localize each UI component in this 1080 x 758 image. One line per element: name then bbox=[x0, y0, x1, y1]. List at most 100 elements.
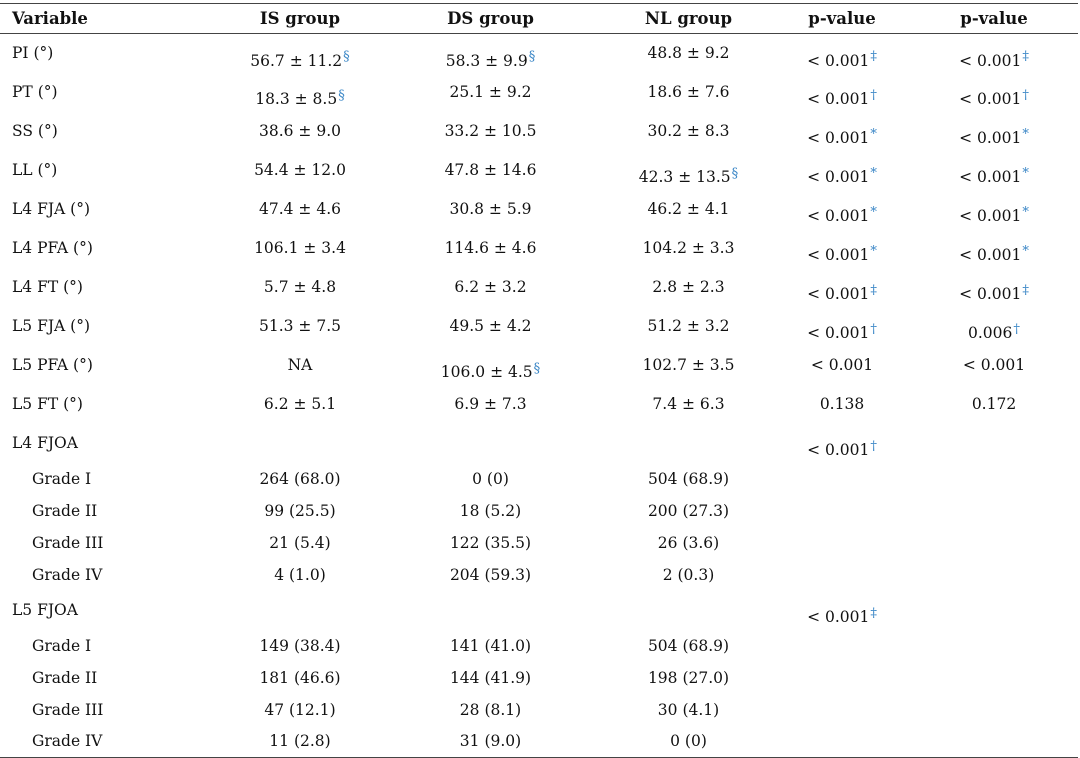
header-row: Variable IS group DS group NL group p-va… bbox=[0, 3, 1078, 34]
p-value-2-cell: < 0.001 bbox=[910, 346, 1078, 385]
p-value-1-cell: < 0.001* bbox=[774, 229, 910, 268]
cell-value: 102.7 ± 3.5 bbox=[642, 356, 735, 374]
ds-group-cell: 0 (0) bbox=[378, 463, 603, 495]
p-value-1-cell: < 0.001* bbox=[774, 112, 910, 151]
p-value-2-cell: 0.172 bbox=[910, 385, 1078, 424]
footnote-marker: ‡ bbox=[870, 282, 877, 298]
header-ds-group: DS group bbox=[378, 3, 603, 34]
p-value-2-cell: < 0.001† bbox=[910, 73, 1078, 112]
cell-value: 0.172 bbox=[971, 395, 1017, 413]
nl-group-cell: 0 (0) bbox=[603, 725, 774, 758]
cell-value: 31 (9.0) bbox=[459, 732, 522, 751]
cell-value: < 0.001 bbox=[959, 51, 1022, 70]
variable-cell: L4 FJOA bbox=[12, 434, 78, 452]
cell-value: 0.138 bbox=[819, 395, 865, 413]
variable-cell: L4 FT (°) bbox=[12, 278, 83, 296]
table-body: PI (°) 56.7 ± 11.2§ 58.3 ± 9.9§ 48.8 ± 9.2 <… bbox=[0, 34, 1078, 758]
p-value-1-cell bbox=[774, 630, 910, 662]
cell-value: 18.6 ± 7.6 bbox=[647, 83, 730, 101]
footnote-marker: * bbox=[870, 126, 877, 142]
nl-group-cell: 2 (0.3) bbox=[603, 559, 774, 591]
footnote-marker: § bbox=[731, 165, 739, 181]
nl-group-cell: 102.7 ± 3.5 bbox=[603, 346, 774, 385]
p-value-1-cell: < 0.001* bbox=[774, 190, 910, 229]
p-value-1-cell: < 0.001‡ bbox=[774, 34, 910, 73]
cell-value: 56.7 ± 11.2 bbox=[250, 51, 343, 70]
p-value-1-cell bbox=[774, 495, 910, 527]
p-value-2-cell: < 0.001‡ bbox=[910, 268, 1078, 307]
footnote-marker: ‡ bbox=[870, 48, 877, 64]
footnote-marker: † bbox=[1013, 321, 1020, 337]
cell-value: 0.006 bbox=[968, 324, 1013, 343]
footnote-marker: * bbox=[870, 204, 877, 220]
ds-group-cell: 31 (9.0) bbox=[378, 725, 603, 758]
p-value-2-cell: 0.006† bbox=[910, 307, 1078, 346]
p-value-1-cell: < 0.001 bbox=[774, 346, 910, 385]
ds-group-cell: 6.9 ± 7.3 bbox=[378, 385, 603, 424]
variable-cell: PT (°) bbox=[12, 83, 58, 101]
cell-value: 141 (41.0) bbox=[449, 636, 532, 655]
ds-group-cell: 47.8 ± 14.6 bbox=[378, 151, 603, 190]
section-row: L5 FJOA < 0.001‡ bbox=[0, 591, 1078, 630]
cell-value: < 0.001 bbox=[807, 168, 870, 187]
cell-value: 26 (3.6) bbox=[657, 533, 720, 552]
grade-row: Grade II 99 (25.5) 18 (5.2) 200 (27.3) bbox=[0, 495, 1078, 527]
p-value-1-cell bbox=[774, 725, 910, 758]
footnote-marker: † bbox=[1022, 87, 1029, 103]
cell-value: 106.1 ± 3.4 bbox=[254, 239, 346, 257]
is-group-cell: 5.7 ± 4.8 bbox=[222, 268, 378, 307]
is-group-cell: 56.7 ± 11.2§ bbox=[222, 34, 378, 73]
nl-group-cell: 504 (68.9) bbox=[603, 463, 774, 495]
grade-row: Grade II 181 (46.6) 144 (41.9) 198 (27.0) bbox=[0, 662, 1078, 694]
cell-value: 2.8 ± 2.3 bbox=[652, 278, 725, 296]
cell-value: 122 (35.5) bbox=[449, 533, 532, 552]
footnote-marker: * bbox=[1022, 204, 1029, 220]
p-value-1-cell: < 0.001† bbox=[774, 424, 910, 463]
p-value-2-cell bbox=[910, 591, 1078, 630]
cell-value: 5.7 ± 4.8 bbox=[263, 278, 337, 296]
cell-value: < 0.001 bbox=[959, 207, 1022, 226]
nl-group-cell: 30 (4.1) bbox=[603, 694, 774, 726]
is-group-cell: NA bbox=[222, 346, 378, 385]
variable-cell: Grade I bbox=[32, 469, 92, 488]
variable-cell: Grade III bbox=[32, 533, 104, 552]
cell-value: 33.2 ± 10.5 bbox=[444, 122, 537, 140]
p-value-1-cell: < 0.001† bbox=[774, 307, 910, 346]
cell-value: 25.1 ± 9.2 bbox=[449, 83, 532, 101]
cell-value: 46.2 ± 4.1 bbox=[647, 200, 730, 218]
variable-cell: L5 FT (°) bbox=[12, 395, 83, 413]
cell-value: 51.3 ± 7.5 bbox=[258, 317, 341, 335]
variable-cell: L5 FJA (°) bbox=[12, 317, 91, 335]
p-value-1-cell bbox=[774, 662, 910, 694]
p-value-2-cell bbox=[910, 630, 1078, 662]
is-group-cell: 18.3 ± 8.5§ bbox=[222, 73, 378, 112]
cell-value: 47.4 ± 4.6 bbox=[258, 200, 341, 218]
cell-value: 18.3 ± 8.5 bbox=[255, 90, 338, 109]
ds-group-cell: 33.2 ± 10.5 bbox=[378, 112, 603, 151]
p-value-2-cell bbox=[910, 463, 1078, 495]
nl-group-cell: 504 (68.9) bbox=[603, 630, 774, 662]
cell-value: < 0.001 bbox=[807, 608, 870, 627]
ds-group-cell: 141 (41.0) bbox=[378, 630, 603, 662]
footnote-marker: † bbox=[870, 438, 877, 454]
section-row: L4 FJOA < 0.001† bbox=[0, 424, 1078, 463]
footnote-marker: * bbox=[870, 165, 877, 181]
cell-value: < 0.001 bbox=[959, 129, 1022, 148]
cell-value: 47 (12.1) bbox=[264, 700, 336, 719]
ds-group-cell: 6.2 ± 3.2 bbox=[378, 268, 603, 307]
variable-cell: L4 FJA (°) bbox=[12, 200, 91, 218]
cell-value: 30 (4.1) bbox=[657, 700, 720, 719]
cell-value: 18 (5.2) bbox=[459, 501, 522, 520]
ds-group-cell: 106.0 ± 4.5§ bbox=[378, 346, 603, 385]
grade-row: Grade IV 4 (1.0) 204 (59.3) 2 (0.3) bbox=[0, 559, 1078, 591]
p-value-1-cell: 0.138 bbox=[774, 385, 910, 424]
is-group-cell: 149 (38.4) bbox=[222, 630, 378, 662]
cell-value: 54.4 ± 12.0 bbox=[254, 161, 346, 179]
cell-value: 42.3 ± 13.5 bbox=[638, 168, 731, 187]
ds-group-cell: 58.3 ± 9.9§ bbox=[378, 34, 603, 73]
footnote-marker: § bbox=[343, 48, 350, 64]
cell-value: 104.2 ± 3.3 bbox=[642, 239, 735, 257]
cell-value: < 0.001 bbox=[807, 129, 870, 148]
p-value-1-cell: < 0.001‡ bbox=[774, 268, 910, 307]
cell-value: < 0.001 bbox=[959, 285, 1022, 304]
